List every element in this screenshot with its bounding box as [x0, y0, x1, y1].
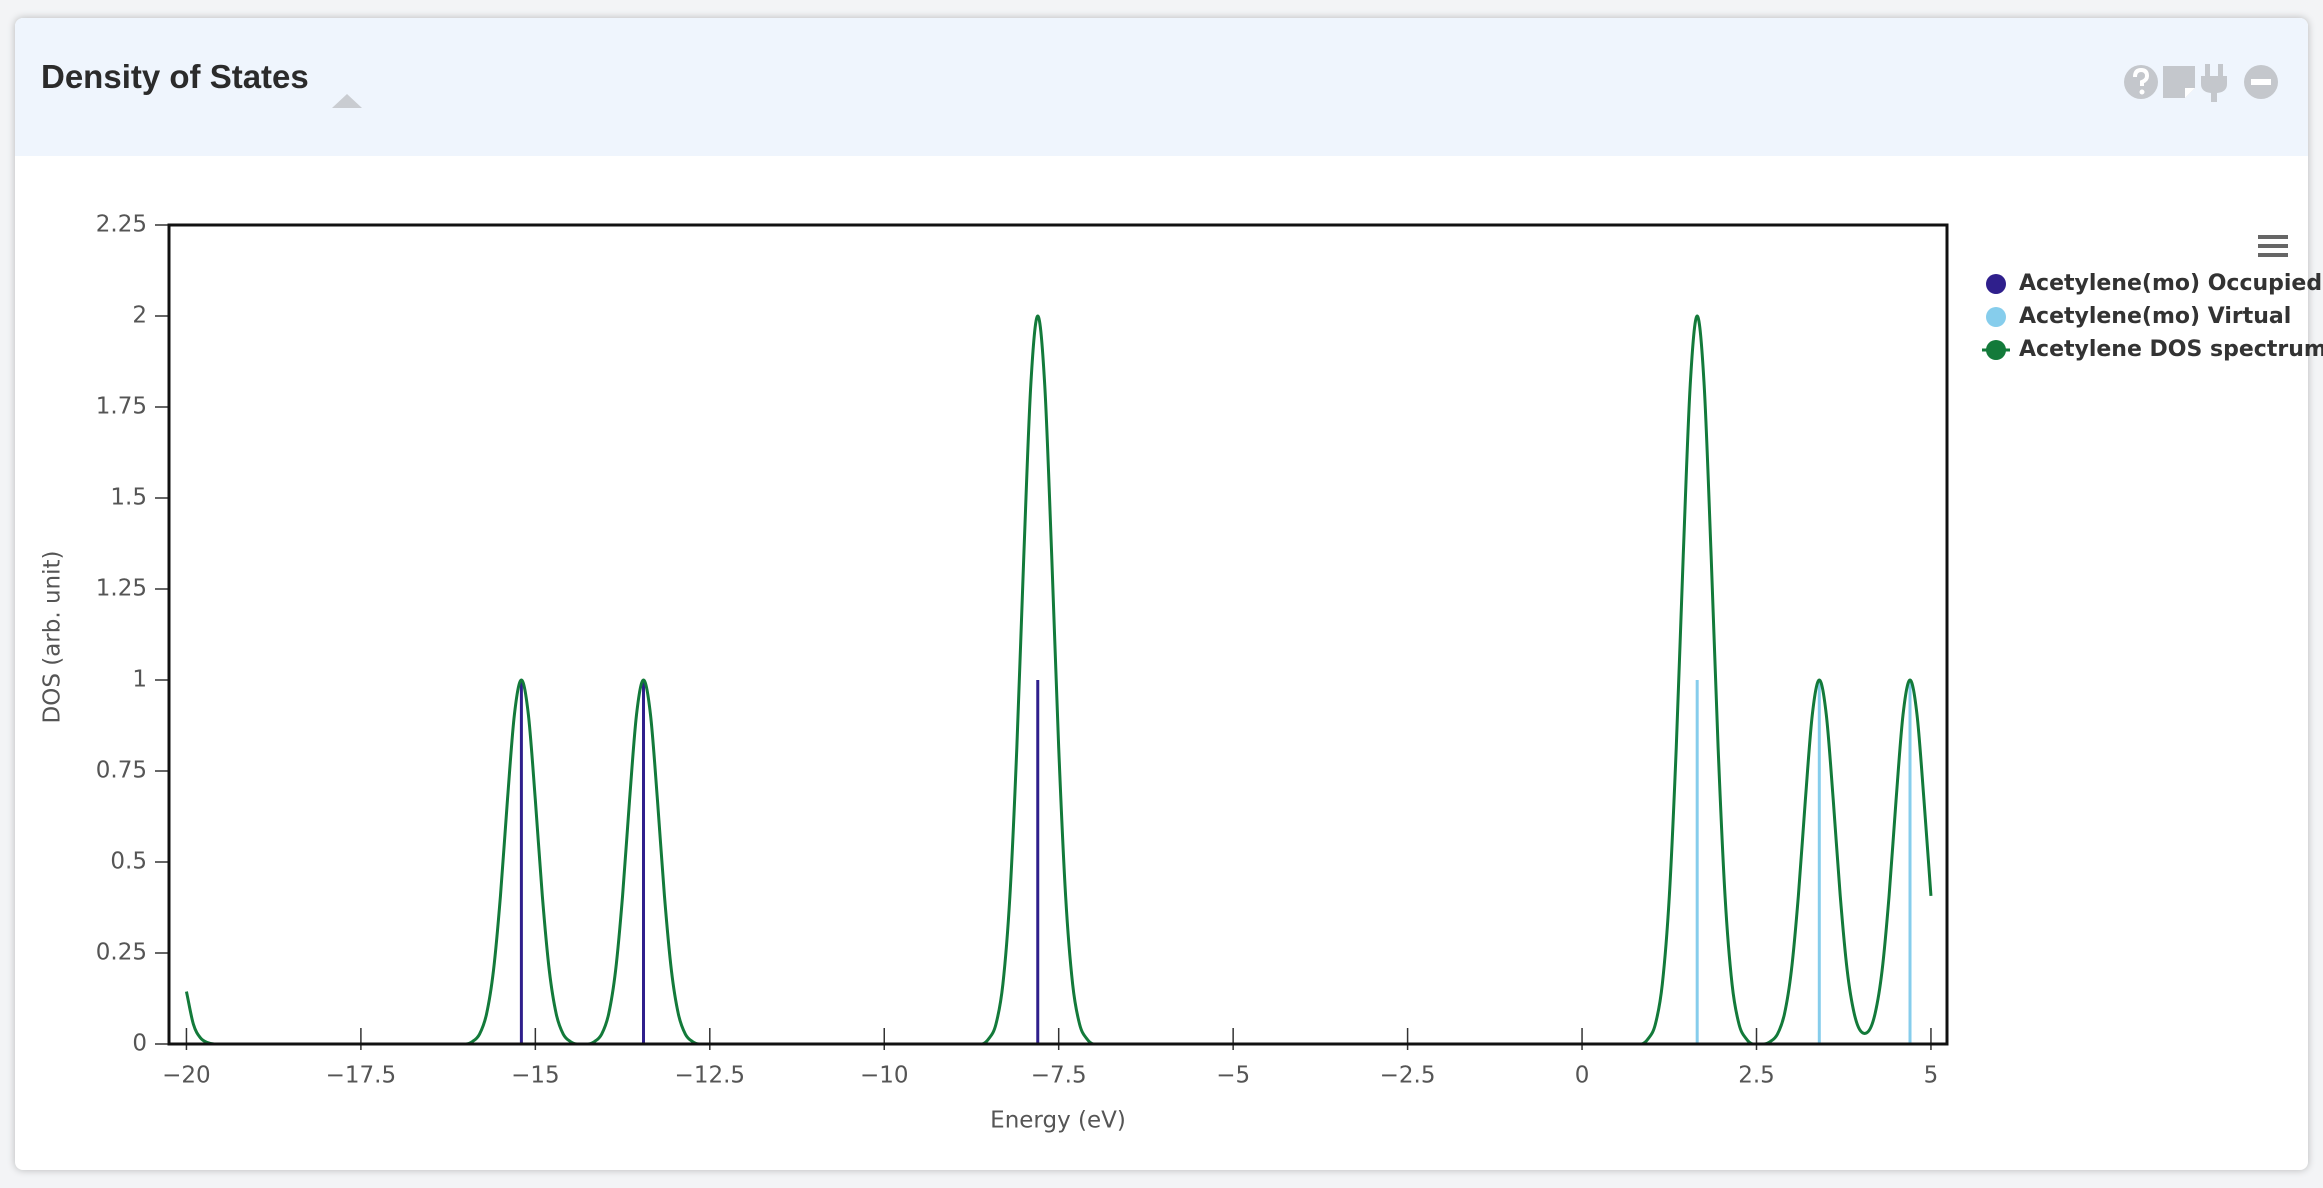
x-tick-label: 0 — [1575, 1063, 1590, 1089]
y-tick-label: 2.25 — [96, 212, 147, 238]
y-tick-label: 1.25 — [96, 576, 147, 602]
y-tick-label: 1.5 — [110, 485, 147, 511]
y-tick-label: 0 — [132, 1031, 147, 1057]
legend-marker — [1986, 340, 2006, 360]
note-icon[interactable] — [2163, 66, 2195, 98]
dos-line — [184, 314, 1933, 1044]
x-tick-label: −10 — [860, 1063, 909, 1089]
x-tick-label: 5 — [1924, 1063, 1939, 1089]
x-tick-label: 2.5 — [1738, 1063, 1775, 1089]
plot-frame — [167, 223, 1949, 1046]
plugin-icon[interactable] — [2201, 64, 2227, 102]
help-icon[interactable] — [2124, 65, 2158, 99]
x-tick-label: −20 — [162, 1063, 211, 1089]
legend-marker — [1986, 274, 2006, 294]
y-tick-label: 0.25 — [96, 940, 147, 966]
x-tick-label: −7.5 — [1031, 1063, 1087, 1089]
minimize-icon[interactable] — [2244, 65, 2278, 99]
panel-tools — [2124, 64, 2278, 102]
x-tick-label: −5 — [1216, 1063, 1250, 1089]
panel-header: Density of States — [15, 18, 2308, 156]
x-tick-label: −12.5 — [675, 1063, 745, 1089]
panel-title: Density of States — [41, 58, 309, 95]
legend-marker — [1986, 307, 2006, 327]
x-tick-label: −15 — [511, 1063, 560, 1089]
y-tick-label: 1.75 — [96, 394, 147, 420]
menu-icon[interactable] — [2258, 235, 2288, 257]
y-tick-label: 1 — [132, 667, 147, 693]
collapse-toggle[interactable] — [330, 90, 364, 110]
y-tick-label: 0.5 — [110, 849, 147, 875]
x-tick-label: −2.5 — [1380, 1063, 1436, 1089]
legend-text: Acetylene(mo) Occupied — [2019, 271, 2322, 296]
plot-area — [184, 314, 1933, 1044]
y-tick-label: 0.75 — [96, 758, 147, 784]
panel: Density of States — [15, 18, 2308, 1170]
y-axis-title: DOS (arb. unit) — [40, 550, 66, 723]
y-tick-label: 2 — [132, 303, 147, 329]
x-axis-title: Energy (eV) — [990, 1108, 1126, 1134]
legend-text: Acetylene(mo) Virtual — [2019, 304, 2291, 329]
x-tick-label: −17.5 — [326, 1063, 396, 1089]
legend-text: Acetylene DOS spectrum — [2019, 337, 2323, 362]
